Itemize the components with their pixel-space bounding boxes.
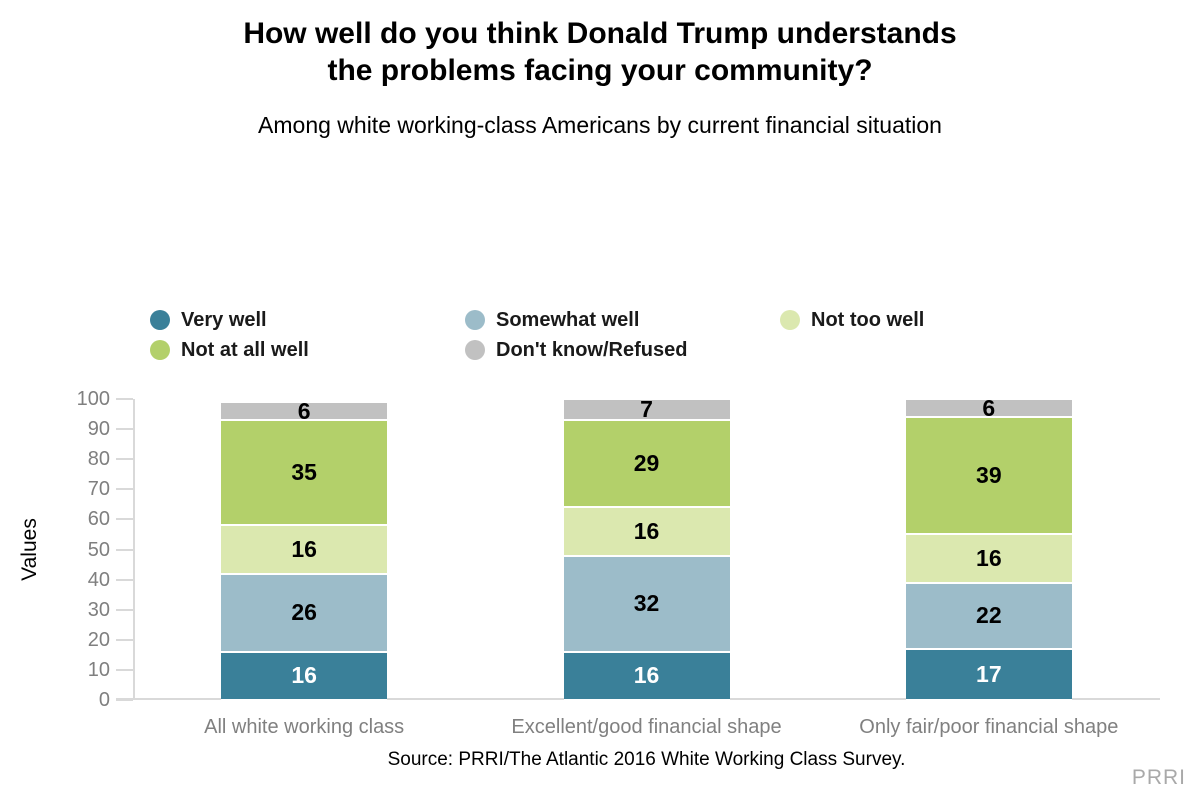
bar-segment: 29: [563, 420, 730, 508]
y-tick-label: 40: [87, 568, 110, 591]
y-tick-label: 90: [87, 418, 110, 441]
bar-value-label: 22: [976, 602, 1002, 629]
source-note: Source: PRRI/The Atlantic 2016 White Wor…: [387, 749, 906, 770]
legend-item: Not too well: [780, 307, 924, 333]
y-tick-label: 100: [76, 388, 110, 410]
plot-area: 0 10 20 30 40 50 60 70 80 90 100 16 26 16 35 6 All white…: [77, 388, 1160, 738]
y-tick-mark: [116, 518, 133, 521]
legend-swatch-icon: [150, 310, 170, 330]
bar-segment: 16: [905, 534, 1072, 583]
bar-value-label: 32: [633, 590, 660, 617]
bar-segment: 7: [563, 396, 730, 423]
y-tick-label: 30: [87, 598, 110, 621]
legend-swatch-icon: [150, 340, 170, 360]
legend-item: Somewhat well: [465, 307, 780, 333]
stacked-bar: 16 26 16 35 6: [221, 397, 388, 700]
y-tick-mark: [116, 548, 133, 551]
watermark-prri: PRRI: [1131, 766, 1186, 789]
legend-swatch-icon: [780, 310, 800, 330]
y-tick-mark: [116, 638, 133, 641]
y-tick-mark: [116, 608, 133, 611]
bar-value-label: 16: [633, 517, 660, 544]
bar-value-label: 16: [291, 536, 317, 563]
bar-value-label: 35: [291, 459, 317, 486]
y-tick-mark: [116, 488, 133, 491]
bar-segment: 22: [905, 582, 1072, 649]
bar-segment: 17: [905, 648, 1072, 700]
bar-value-label: 16: [291, 662, 317, 689]
bar-value-label: 6: [982, 394, 996, 421]
legend-item: Don't know/Refused: [465, 337, 780, 363]
y-tick-label: 20: [87, 628, 110, 651]
bar-segment: 35: [221, 420, 388, 526]
bar-segment: 6: [905, 394, 1072, 421]
legend: Very well Somewhat well Not too well Not at…: [150, 307, 924, 363]
y-tick-mark: [116, 428, 133, 431]
y-tick-mark: [116, 578, 133, 581]
x-category-label: All white working class: [204, 716, 405, 738]
bar-value-label: 17: [976, 660, 1002, 687]
legend-swatch-icon: [465, 340, 485, 360]
legend-item: Not at all well: [150, 337, 465, 363]
chart-title: How well do you think Donald Trump under…: [243, 17, 957, 87]
bar-segment: 16: [221, 525, 388, 574]
bar-value-label: 7: [640, 396, 653, 423]
legend-label: Very well: [181, 308, 267, 331]
bar-segment: 16: [563, 507, 730, 556]
bar-segment: 32: [563, 555, 730, 652]
y-tick-label: 60: [87, 508, 110, 531]
y-tick-label: 70: [87, 478, 110, 501]
y-tick-label: 50: [87, 538, 110, 561]
y-tick-label: 10: [87, 658, 110, 681]
y-axis-title: Values: [18, 518, 41, 581]
y-tick-mark: [116, 668, 133, 671]
legend-label: Somewhat well: [496, 308, 640, 331]
chart-subtitle: Among white working-class Americans by c…: [258, 112, 942, 138]
legend-label: Not too well: [811, 308, 925, 331]
stacked-bar: 16 32 16 29 7: [563, 396, 730, 700]
y-tick-label: 80: [87, 448, 110, 471]
bar-value-label: 26: [291, 599, 317, 626]
bar-segment: 16: [221, 651, 388, 700]
stacked-bar: 17 22 16 39 6: [905, 394, 1072, 700]
legend-label: Not at all well: [181, 338, 309, 361]
legend-swatch-icon: [465, 310, 485, 330]
x-category-label: Only fair/poor financial shape: [859, 716, 1119, 738]
y-tick-mark: [116, 398, 133, 400]
y-tick-label: 0: [98, 689, 110, 711]
x-category-label: Excellent/good financial shape: [511, 716, 782, 738]
bar-segment: 39: [905, 417, 1072, 535]
bar-value-label: 29: [633, 450, 660, 477]
bar-value-label: 16: [633, 662, 660, 689]
bar-value-label: 39: [976, 462, 1002, 489]
y-tick-mark: [116, 699, 133, 701]
legend-item: Very well: [150, 307, 465, 333]
legend-label: Don't know/Refused: [496, 338, 688, 361]
bar-value-label: 6: [297, 397, 311, 424]
bar-segment: 6: [221, 397, 388, 424]
bar-value-label: 16: [976, 545, 1002, 572]
y-tick-mark: [116, 458, 133, 461]
bar-segment: 16: [563, 651, 730, 700]
bar-segment: 26: [221, 573, 388, 652]
y-axis-line: [133, 399, 135, 700]
